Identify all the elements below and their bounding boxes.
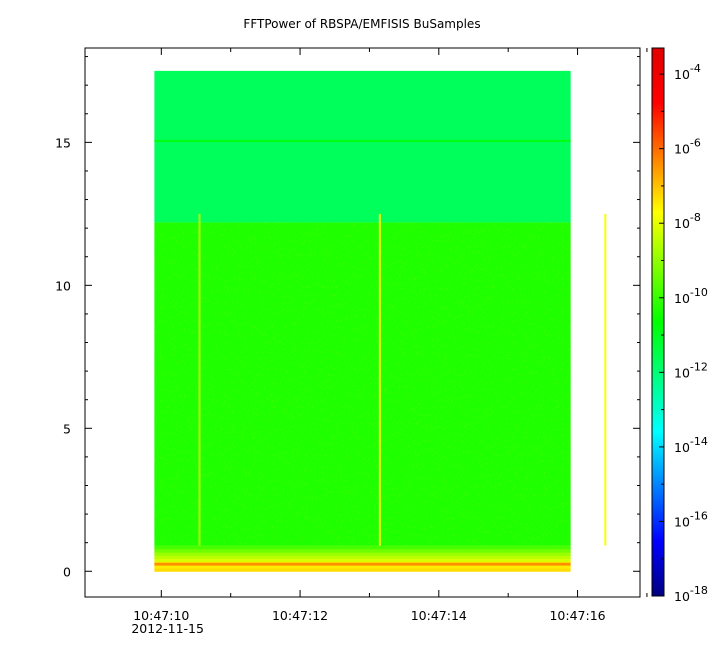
y-tick-label: 0 <box>63 564 71 579</box>
x-tick-label: 10:47:14 <box>411 608 467 623</box>
colorbar-scale <box>651 47 665 597</box>
low-frequency-band <box>154 545 571 550</box>
plot-frame <box>84 47 641 598</box>
y-tick-label: 10 <box>55 278 71 293</box>
low-frequency-band <box>154 568 571 572</box>
colorbar-tick-label: 10-4 <box>674 62 701 82</box>
low-frequency-band <box>154 548 571 553</box>
chart-title: FFTPower of RBSPA/EMFISIS BuSamples <box>243 17 481 31</box>
colorbar-tick-label: 10-14 <box>674 435 708 455</box>
colorbar-tick-label: 10-18 <box>674 584 708 604</box>
colorbar-tick-label: 10-12 <box>674 360 708 380</box>
low-frequency-band <box>154 564 571 569</box>
x-date-label: 2012-11-15 <box>131 621 204 636</box>
low-frequency-band <box>154 551 571 556</box>
lower-band-speckle <box>154 222 571 546</box>
colorbar-tick-label: 10-16 <box>674 509 708 529</box>
low-frequency-band <box>154 558 571 563</box>
colorbar-tick-label: 10-8 <box>674 211 701 231</box>
plot-area <box>154 70 607 572</box>
axes: 0 5 10 15 10:47:10 10:47:12 10:47:14 10:47:16 20… <box>55 47 648 636</box>
x-tick-label: 10:47:10 <box>133 608 189 623</box>
x-tick-label: 10:47:12 <box>272 608 328 623</box>
upper-background-band <box>154 70 571 223</box>
colorbar-tick-label: 10-10 <box>674 286 708 306</box>
y-tick-label: 5 <box>63 421 71 436</box>
x-tick-label: 10:47:16 <box>549 608 605 623</box>
low-frequency-band <box>154 555 571 559</box>
y-tick-label: 15 <box>55 135 71 150</box>
colorbar: 10-18 10-16 10-14 10-12 10-10 10-8 10-6 10-4 <box>651 47 708 604</box>
colorbar-tick-label: 10-6 <box>674 137 701 157</box>
